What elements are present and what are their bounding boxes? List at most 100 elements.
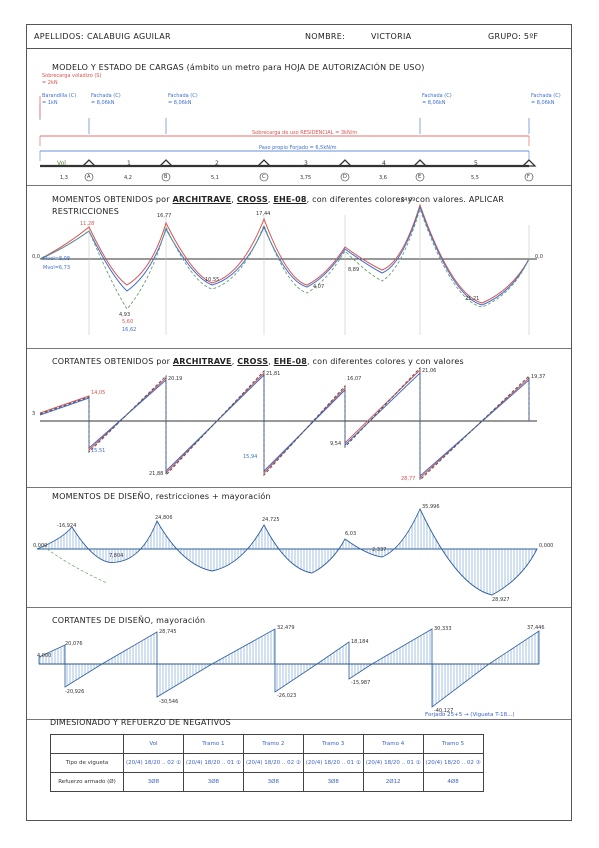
length-4: 3,6 [379,175,387,181]
shears-diagram [39,366,537,482]
shear-label-15: 15,51 [91,448,106,454]
moment-label-end: 0,0 [535,254,543,260]
rebar-cell-1: 3Ø8 [182,772,244,792]
table-header-empty [50,734,124,754]
moment-label-5: 5,60 [122,319,134,325]
model-title: MODELO Y ESTADO DE CARGAS (ámbito un met… [52,63,425,72]
moment-label-zero: 0,0 [32,254,40,260]
design-moments-diagram [36,507,538,596]
type-cell-3: (20/4) 18/20 .. 01 ① [302,753,364,773]
dmoment-label-5: 35,996 [422,504,440,510]
rebar-cell-3: 3Ø8 [302,772,364,792]
span-vol: Vol [57,160,66,167]
header-bar: APELLIDOS: CALABUIG AGUILAR NOMBRE: VICT… [27,25,571,49]
dshear-label-5: -30,546 [159,699,179,705]
dshear-label-2: 20,076 [65,641,83,647]
dshear-label-12: 37,446 [527,625,545,631]
moment-label-19: 4,07 [313,284,325,290]
use-load-label: Sobrecarga de uso RESIDENCIAL = 3kN/m [252,130,358,136]
rebar-cell-2: 3Ø8 [242,772,304,792]
table-header-tramo2: Tramo 2 [242,734,304,754]
reinforcement-note: Forjado 25+5 → (Vigueta T-18...) [425,712,515,718]
dshear-label-9: -15,987 [351,680,371,686]
length-5: 5,5 [471,175,479,181]
moments-section: MOMENTOS OBTENIDOS por ARCHITRAVE, CROSS… [27,185,571,349]
span-5: 5 [474,160,478,167]
design-shears-section: CORTANTES DE DISEÑO, mayoración [27,607,571,720]
reinforcement-table: Vol Tramo 1 Tramo 2 Tramo 3 Tramo 4 Tram… [50,734,484,792]
dmoment-label-11: 0,000 [539,543,554,549]
dmoment-label-2: 0,000 [33,543,48,549]
shears-title: CORTANTES OBTENIDOS por ARCHITRAVE, CROS… [52,357,464,366]
type-cell-vol: (20/4) 18/20 .. 02 ① [123,753,184,773]
facade-b-label: Fachada (C) [168,93,198,99]
support-f: F [527,174,530,180]
dmoment-label-6: 7,804 [109,553,124,559]
moment-label-1: 11,28 [80,221,95,227]
table-header-vol: Vol [123,734,184,754]
shear-label-19: 16,07 [347,376,362,382]
moments-title: MOMENTOS OBTENIDOS por ARCHITRAVE, CROSS… [52,195,505,216]
table-header-tramo5: Tramo 5 [422,734,484,754]
moment-label-mvol1: Mvol=8,08 [43,256,71,262]
span-2: 2 [215,160,219,167]
facade-a-label: Fachada (C) [91,93,121,99]
dshear-label-11: -40,127 [434,708,454,714]
shear-label-14: 14,05 [91,390,106,396]
overload-value: = 2kN [42,80,58,86]
table-header-tramo4: Tramo 4 [362,734,424,754]
span-4: 4 [382,160,386,167]
dshear-label-8: 18,184 [351,639,369,645]
design-shears-diagram [38,628,540,708]
dmoment-label-7: 6,03 [345,531,357,537]
length-1: 4,2 [124,175,132,181]
support-b: B [164,174,168,180]
dshear-label-6: 32,479 [277,625,295,631]
overload-label: Sobrecarga voladizo (S) [42,73,102,79]
moment-label-4: 4,93 [119,312,131,318]
shear-label-28: 28,77 [401,476,416,482]
type-cell-4: (20/4) 18/20 .. 01 ① [362,753,424,773]
dshear-label-4: 28,745 [159,629,177,635]
dshear-label-1: 4,000 [37,653,52,659]
railing-value: = 1kN [42,100,58,106]
design-moments-title: MOMENTOS DE DISEÑO, restricciones + mayo… [52,492,271,501]
group-label: GRUPO: 5ºF [488,32,539,41]
length-3: 3,75 [300,175,312,181]
dmoment-label-1: -16,924 [57,523,77,529]
moment-label-mvol2: Mvol=6,73 [43,265,71,271]
type-cell-1: (20/4) 18/20 .. 01 ① [182,753,244,773]
support-a: A [87,174,91,180]
span-3: 3 [304,160,308,167]
length-2: 5,1 [211,175,219,181]
shear-label-start: 3 [32,411,36,417]
dshear-label-3: -20,926 [65,689,85,695]
moment-label-16: 17,44 [256,211,271,217]
design-moments-section: MOMENTOS DE DISEÑO, restricciones + mayo… [27,487,571,608]
dshear-label-10: 30,333 [434,626,452,632]
moments-diagram [39,203,537,335]
shear-label-22: 21,81 [266,371,281,377]
shear-label-21: 21,88 [149,471,164,477]
length-vol: 1,3 [60,175,68,181]
shear-label-19b: 19,37 [531,374,546,380]
span-1: 1 [127,160,131,167]
rebar-cell-5: 4Ø8 [422,772,484,792]
moment-label-32: 21,21 [465,296,480,302]
shears-section: CORTANTES OBTENIDOS por ARCHITRAVE, CROS… [27,348,571,488]
model-section: MODELO Y ESTADO DE CARGAS (ámbito un met… [27,48,571,186]
rebar-cell-vol: 3Ø8 [123,772,184,792]
dmoment-label-3: 24,806 [155,515,173,521]
model-diagram [39,96,537,182]
self-weight-label: Paso propio Forjado = 6,5kN/m [259,145,337,151]
moment-label-8: 16,77 [157,213,172,219]
shear-label-16: 15,94 [243,454,258,460]
support-e: E [418,174,422,180]
drawing-sheet: APELLIDOS: CALABUIG AGUILAR NOMBRE: VICT… [26,24,572,821]
shear-label-21b: 21,06 [422,368,437,374]
shear-label-20: 20,19 [168,376,183,382]
row-label-reinforcement: Refuerzo armado (Ø) [50,772,124,792]
surname-value: CALABUIG AGUILAR [87,32,171,41]
name-value: VICTORIA [371,32,412,41]
table-header-tramo3: Tramo 3 [302,734,364,754]
